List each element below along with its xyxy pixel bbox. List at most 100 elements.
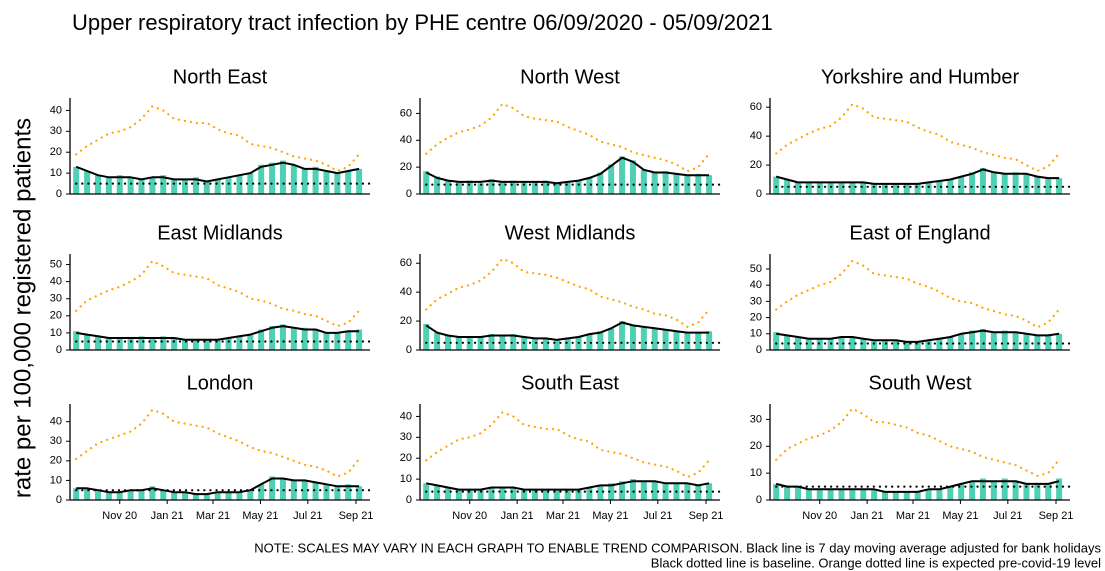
y-tick-label: 10	[50, 167, 62, 179]
bar	[138, 490, 145, 500]
bar	[160, 175, 167, 194]
x-tick-label: Sep 21	[689, 510, 724, 522]
bar	[236, 492, 243, 500]
x-tick-label: May 21	[242, 510, 278, 522]
bar	[871, 340, 878, 350]
panel-title: East of England	[849, 222, 990, 244]
bar	[488, 179, 495, 194]
bar	[979, 328, 986, 350]
bar	[619, 481, 626, 500]
bar	[947, 486, 954, 500]
bar	[969, 172, 976, 194]
x-tick-label: Jul 21	[993, 510, 1022, 522]
bar	[827, 182, 834, 194]
bar	[773, 483, 780, 500]
bar	[542, 489, 549, 500]
bar	[182, 492, 189, 500]
bar	[1056, 478, 1063, 500]
bar	[903, 491, 910, 500]
bar	[138, 179, 145, 194]
bar	[1056, 333, 1063, 350]
y-tick-label: 0	[756, 188, 762, 200]
bar	[182, 179, 189, 194]
y-tick-label: 10	[750, 467, 762, 479]
bar	[532, 181, 539, 194]
bar	[192, 494, 199, 500]
bar	[160, 490, 167, 500]
bar	[838, 489, 845, 500]
x-tick-label: Jan 21	[151, 510, 184, 522]
y-tick-label: 10	[50, 474, 62, 486]
bar	[990, 481, 997, 500]
bar	[356, 329, 363, 350]
bar	[838, 182, 845, 194]
bar	[597, 485, 604, 500]
bar	[575, 180, 582, 194]
bar	[203, 494, 210, 500]
bar	[521, 489, 528, 500]
bar	[553, 183, 560, 194]
bar	[225, 492, 232, 500]
bar	[499, 181, 506, 194]
moving-average-line	[76, 325, 360, 341]
bar	[805, 182, 812, 194]
bar	[586, 334, 593, 350]
bar	[805, 338, 812, 350]
bar	[784, 179, 791, 194]
bar	[116, 175, 123, 194]
dotted-line	[775, 407, 1061, 477]
bar	[925, 182, 932, 194]
bar	[423, 171, 430, 194]
bar	[279, 160, 286, 194]
bar	[149, 177, 156, 194]
bar	[849, 182, 856, 194]
y-tick-label: 40	[750, 279, 762, 291]
dotted-line	[75, 259, 361, 328]
bar	[553, 339, 560, 350]
bar	[1012, 332, 1019, 350]
bar	[892, 183, 899, 194]
bar	[323, 484, 330, 500]
bar	[1045, 335, 1052, 350]
bar	[301, 168, 308, 194]
bar	[969, 330, 976, 350]
bar	[444, 335, 451, 350]
bar	[990, 332, 997, 350]
bar	[947, 337, 954, 350]
moving-average-line	[775, 480, 1060, 493]
moving-average-line	[425, 156, 710, 185]
bar	[564, 338, 571, 350]
dotted-line	[75, 408, 361, 478]
moving-average-line	[425, 321, 710, 341]
bar	[269, 326, 276, 350]
bar	[138, 336, 145, 350]
bar	[662, 171, 669, 194]
x-tick-label: Nov 20	[452, 510, 487, 522]
bar	[827, 489, 834, 500]
x-tick-label: Sep 21	[1039, 510, 1074, 522]
y-tick-label: 40	[50, 104, 62, 116]
bar	[488, 334, 495, 350]
bar	[116, 492, 123, 500]
x-tick-label: Jul 21	[643, 510, 672, 522]
bar	[532, 489, 539, 500]
bar	[958, 333, 965, 350]
bar	[1023, 173, 1030, 194]
y-tick-label: 20	[400, 452, 412, 464]
bar	[882, 183, 889, 194]
y-tick-label: 20	[400, 161, 412, 173]
bar	[312, 166, 319, 194]
y-tick-label: 40	[750, 130, 762, 142]
y-tick-label: 20	[750, 440, 762, 452]
y-tick-label: 20	[50, 310, 62, 322]
bar	[258, 484, 265, 500]
bar	[466, 489, 473, 500]
bar	[510, 487, 517, 500]
bar	[171, 179, 178, 194]
y-tick-label: 0	[56, 344, 62, 356]
bar	[312, 329, 319, 350]
bar	[695, 332, 702, 350]
dotted-line	[775, 102, 1061, 173]
bar	[477, 183, 484, 194]
